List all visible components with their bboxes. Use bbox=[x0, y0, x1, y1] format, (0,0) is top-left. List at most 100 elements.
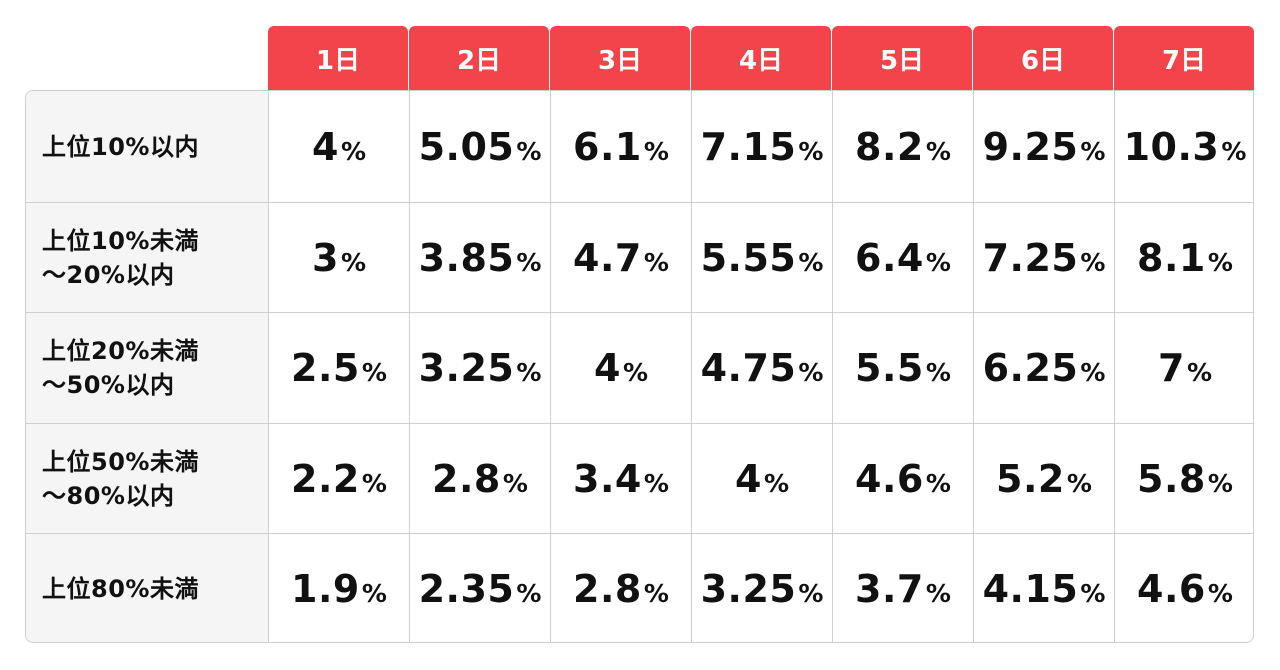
row-label-line: 上位50%未満 bbox=[42, 447, 199, 476]
rate-cell: 4% bbox=[269, 91, 409, 202]
rate-cell: 2.35% bbox=[410, 533, 550, 642]
percent-unit: % bbox=[763, 468, 789, 498]
rate-cell: 4.6% bbox=[833, 423, 973, 534]
rate-value: 3.25% bbox=[701, 567, 824, 611]
rate-cell: 7% bbox=[1115, 312, 1253, 423]
percent-unit: % bbox=[1066, 468, 1092, 498]
rate-number: 7.25 bbox=[982, 235, 1079, 280]
rate-value: 5.55% bbox=[701, 236, 824, 280]
rate-number: 5.8 bbox=[1137, 456, 1206, 501]
percent-unit: % bbox=[798, 136, 824, 166]
rate-number: 6.4 bbox=[855, 235, 924, 280]
rate-number: 10.3 bbox=[1123, 124, 1220, 169]
rate-cell: 4.7% bbox=[551, 202, 691, 313]
rate-number: 8.1 bbox=[1137, 235, 1206, 280]
rate-cell: 2.8% bbox=[551, 533, 691, 642]
rate-value: 4.6% bbox=[1137, 567, 1233, 611]
rate-number: 3.7 bbox=[855, 566, 924, 611]
percent-unit: % bbox=[798, 357, 824, 387]
row-label-line: 上位20%未満 bbox=[42, 336, 199, 365]
rate-cell: 8.2% bbox=[833, 91, 973, 202]
rate-value: 5.8% bbox=[1137, 457, 1233, 501]
column-divider bbox=[691, 91, 692, 642]
rate-number: 2.5 bbox=[291, 345, 360, 390]
percent-unit: % bbox=[925, 247, 951, 277]
rate-number: 5.05 bbox=[418, 124, 515, 169]
rate-number: 2.2 bbox=[291, 456, 360, 501]
rate-cell: 4.15% bbox=[974, 533, 1114, 642]
rate-number: 4.15 bbox=[982, 566, 1079, 611]
percent-unit: % bbox=[1080, 247, 1106, 277]
percent-unit: % bbox=[1207, 468, 1233, 498]
rate-value: 3% bbox=[312, 236, 366, 280]
row-divider bbox=[26, 533, 1253, 534]
rate-number: 9.25 bbox=[982, 124, 1079, 169]
rate-number: 7 bbox=[1157, 345, 1185, 390]
rate-cell: 5.55% bbox=[692, 202, 832, 313]
rate-value: 4% bbox=[735, 457, 789, 501]
percent-unit: % bbox=[1186, 357, 1212, 387]
column-header-day-6: 6日 bbox=[973, 26, 1113, 90]
row-divider bbox=[26, 312, 1253, 313]
percent-unit: % bbox=[798, 247, 824, 277]
rate-cell: 1.9% bbox=[269, 533, 409, 642]
column-header-day-5: 5日 bbox=[832, 26, 972, 90]
rate-number: 8.2 bbox=[855, 124, 924, 169]
rate-value: 3.4% bbox=[573, 457, 669, 501]
rate-value: 2.35% bbox=[419, 567, 542, 611]
rate-number: 4 bbox=[311, 124, 339, 169]
rate-value: 4% bbox=[312, 125, 366, 169]
rate-cell: 3.85% bbox=[410, 202, 550, 313]
rate-value: 1.9% bbox=[291, 567, 387, 611]
row-label-line: 上位10%以内 bbox=[42, 132, 199, 161]
percent-unit: % bbox=[340, 136, 366, 166]
percent-unit: % bbox=[340, 247, 366, 277]
row-label-line: 上位80%未満 bbox=[42, 574, 199, 603]
rate-value: 8.2% bbox=[855, 125, 951, 169]
rate-cell: 10.3% bbox=[1115, 91, 1253, 202]
rate-value: 2.8% bbox=[432, 457, 528, 501]
rate-number: 4.6 bbox=[1137, 566, 1206, 611]
rate-value: 2.2% bbox=[291, 457, 387, 501]
percent-unit: % bbox=[622, 357, 648, 387]
column-header-day-2: 2日 bbox=[409, 26, 549, 90]
rate-number: 5.5 bbox=[855, 345, 924, 390]
rate-value: 7% bbox=[1158, 346, 1212, 390]
rate-cell: 4% bbox=[692, 423, 832, 534]
rate-value: 2.5% bbox=[291, 346, 387, 390]
rate-cell: 2.2% bbox=[269, 423, 409, 534]
percent-unit: % bbox=[1207, 578, 1233, 608]
row-label-line: ～50%以内 bbox=[42, 370, 175, 399]
rate-value: 4.75% bbox=[701, 346, 824, 390]
percent-unit: % bbox=[361, 468, 387, 498]
rate-number: 2.8 bbox=[432, 456, 501, 501]
rate-number: 4 bbox=[593, 345, 621, 390]
rate-cell: 3.7% bbox=[833, 533, 973, 642]
column-divider bbox=[268, 91, 269, 642]
rate-cell: 5.2% bbox=[974, 423, 1114, 534]
rate-value: 7.25% bbox=[983, 236, 1106, 280]
row-label: 上位80%未満 bbox=[42, 533, 266, 642]
percent-unit: % bbox=[1080, 578, 1106, 608]
percent-unit: % bbox=[361, 578, 387, 608]
rate-number: 4.75 bbox=[700, 345, 797, 390]
column-header-day-1: 1日 bbox=[268, 26, 408, 90]
rate-value: 5.05% bbox=[419, 125, 542, 169]
rate-value: 4.7% bbox=[573, 236, 669, 280]
rate-number: 3.25 bbox=[700, 566, 797, 611]
percent-unit: % bbox=[516, 578, 542, 608]
rate-number: 5.2 bbox=[996, 456, 1065, 501]
column-divider bbox=[832, 91, 833, 642]
row-divider bbox=[26, 202, 1253, 203]
rate-cell: 5.8% bbox=[1115, 423, 1253, 534]
column-header-day-7: 7日 bbox=[1114, 26, 1254, 90]
row-label: 上位10%以内 bbox=[42, 91, 266, 202]
rate-cell: 4.6% bbox=[1115, 533, 1253, 642]
row-label: 上位50%未満 ～80%以内 bbox=[42, 423, 266, 534]
column-header-day-3: 3日 bbox=[550, 26, 690, 90]
column-divider bbox=[550, 91, 551, 642]
rate-number: 6.1 bbox=[573, 124, 642, 169]
rate-cell: 6.4% bbox=[833, 202, 973, 313]
percent-unit: % bbox=[516, 247, 542, 277]
percent-unit: % bbox=[925, 136, 951, 166]
